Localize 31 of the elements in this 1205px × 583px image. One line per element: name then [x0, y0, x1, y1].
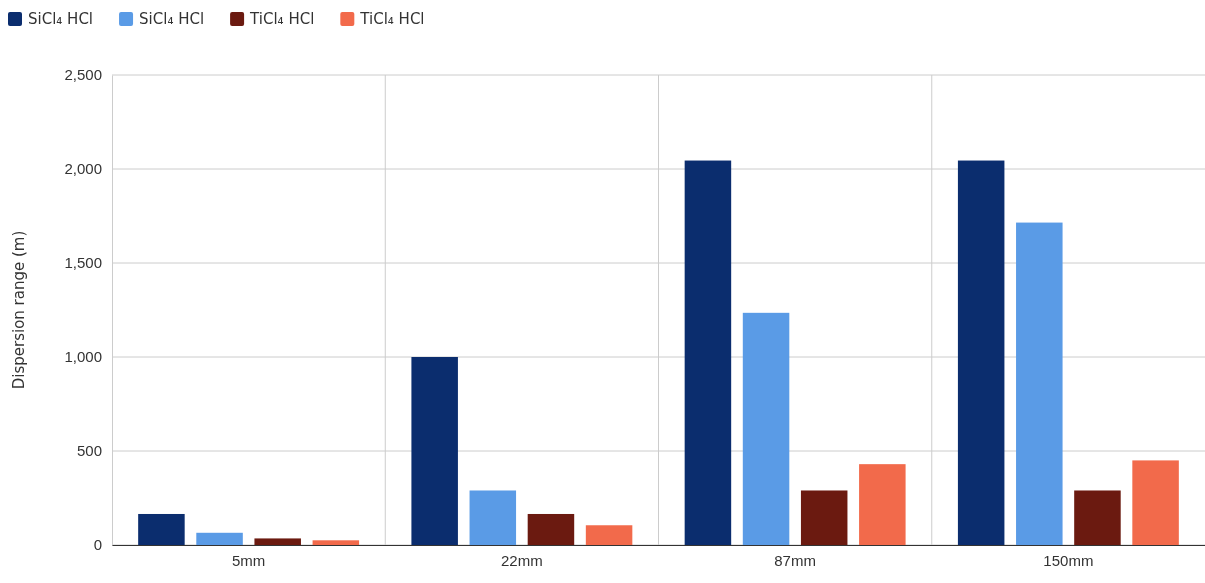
bar	[1132, 460, 1179, 545]
bar	[469, 490, 517, 545]
bar	[800, 490, 848, 545]
legend-label: SiCl₄ HCl	[139, 10, 205, 28]
x-tick-label: 150mm	[1043, 551, 1094, 569]
y-tick-label: 0	[93, 536, 102, 554]
y-tick-label: 2,500	[64, 66, 102, 84]
bar	[957, 160, 1005, 545]
bar	[585, 525, 633, 545]
bar	[1074, 490, 1121, 545]
y-tick-label: 1,000	[64, 348, 102, 366]
legend-label: TiCl₄ HCl	[249, 10, 315, 28]
bar	[684, 160, 732, 545]
bar	[312, 540, 360, 545]
legend-label: TiCl₄ HCl	[359, 10, 425, 28]
legend-label: SiCl₄ HCl	[28, 10, 94, 28]
bar	[196, 532, 243, 545]
bar	[1016, 222, 1063, 545]
y-tick-label: 1,500	[64, 254, 102, 272]
y-tick-label: 2,000	[64, 160, 102, 178]
x-tick-label: 87mm	[774, 551, 816, 569]
x-tick-label: 22mm	[501, 551, 543, 569]
bar	[527, 513, 575, 545]
bar	[411, 357, 458, 545]
y-axis-title: Dispersion range (m)	[10, 230, 28, 390]
y-tick-label: 500	[76, 442, 102, 460]
bar	[742, 312, 790, 545]
bar	[254, 538, 301, 545]
bar	[859, 464, 906, 545]
x-tick-label: 5mm	[231, 551, 266, 569]
bar	[138, 513, 185, 545]
